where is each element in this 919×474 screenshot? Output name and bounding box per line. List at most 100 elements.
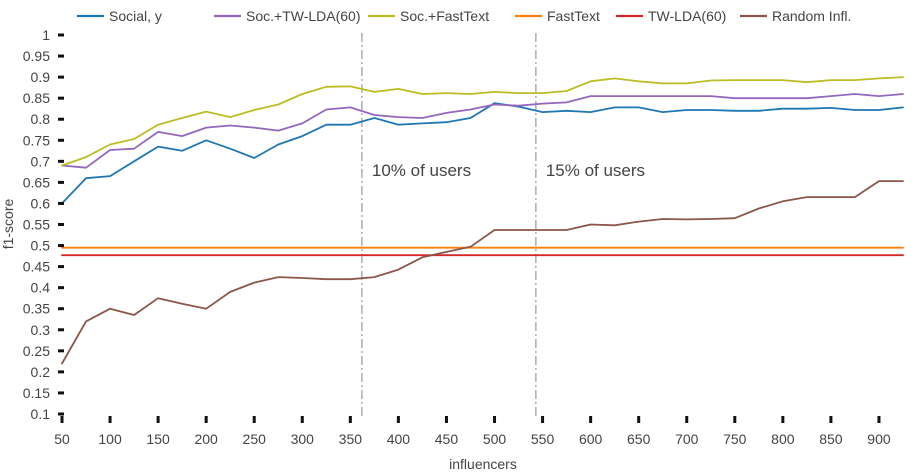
- x-tick-label: 350: [339, 431, 363, 447]
- y-tick-mark: [58, 117, 64, 121]
- y-tick-mark: [58, 244, 64, 248]
- y-tick-label: 0.15: [23, 385, 50, 401]
- legend: Social, y Soc.+TW-LDA(60) Soc.+FastText Fas…: [77, 8, 851, 24]
- legend-item-fasttext: FastText: [515, 8, 600, 24]
- x-tick-label: 900: [867, 431, 891, 447]
- x-tick-mark: [637, 416, 641, 423]
- x-tick-mark: [541, 416, 545, 423]
- x-tick-mark: [300, 416, 304, 423]
- x-tick-label: 850: [819, 431, 843, 447]
- x-tick-mark: [396, 416, 400, 423]
- x-tick-mark: [685, 416, 689, 423]
- y-tick-mark: [58, 33, 64, 37]
- y-tick-mark: [58, 180, 64, 184]
- x-tick-mark: [252, 416, 256, 423]
- y-tick-label: 0.35: [23, 301, 50, 317]
- y-tick-mark: [58, 370, 64, 374]
- legend-label: Soc.+TW-LDA(60): [246, 8, 361, 24]
- y-tick-label: 0.25: [23, 343, 50, 359]
- annotations: 10% of users 15% of users: [361, 33, 645, 416]
- x-axis-title: influencers: [449, 456, 517, 472]
- legend-label: Social, y: [109, 8, 162, 24]
- y-tick-mark: [58, 307, 64, 311]
- y-tick-mark: [58, 349, 64, 353]
- y-tick-mark: [58, 54, 64, 58]
- legend-label: FastText: [547, 8, 600, 24]
- x-tick-label: 450: [435, 431, 459, 447]
- x-tick-label: 200: [194, 431, 218, 447]
- annotation-label-2: 15% of users: [546, 161, 645, 180]
- x-tick-mark: [493, 416, 497, 423]
- y-tick-mark: [58, 265, 64, 269]
- legend-label: TW-LDA(60): [648, 8, 726, 24]
- x-tick-label: 50: [54, 431, 70, 447]
- x-tick-label: 500: [483, 431, 507, 447]
- legend-label: Random Infl.: [772, 8, 851, 24]
- y-tick-mark: [58, 96, 64, 100]
- series-line-soc-tw-lda-60: [61, 93, 904, 169]
- x-tick-mark: [156, 416, 160, 423]
- x-tick-label: 300: [291, 431, 315, 447]
- x-tick-label: 550: [531, 431, 555, 447]
- y-tick-mark: [58, 328, 64, 332]
- series-line-random-infl: [61, 180, 904, 365]
- y-tick-label: 0.4: [31, 280, 51, 296]
- x-tick-label: 100: [98, 431, 122, 447]
- x-tick-label: 150: [146, 431, 170, 447]
- y-tick-mark: [58, 412, 64, 416]
- series-layer: [61, 76, 904, 365]
- y-tick-label: 0.8: [31, 111, 51, 127]
- x-axis: 50 100 150 200 250 300 350 400 450 500 550 600 650 70…: [54, 416, 891, 447]
- legend-item-soc-tw-lda-60: Soc.+TW-LDA(60): [214, 8, 361, 24]
- y-tick-label: 0.55: [23, 217, 50, 233]
- y-axis-title: f1-score: [0, 199, 16, 250]
- legend-item-random-infl: Random Infl.: [740, 8, 851, 24]
- y-tick-mark: [58, 223, 64, 226]
- annotation-label-1: 10% of users: [372, 161, 471, 180]
- y-axis: 0.1 0.15 0.2 0.25 0.3 0.35 0.4 0.45 0.5 0.55 0.6 0.…: [23, 27, 64, 422]
- legend-item-soc-fasttext: Soc.+FastText: [368, 8, 489, 24]
- x-tick-label: 700: [675, 431, 699, 447]
- y-tick-label: 0.95: [23, 48, 50, 64]
- x-tick-label: 600: [579, 431, 603, 447]
- x-tick-mark: [348, 416, 352, 423]
- legend-label: Soc.+FastText: [400, 8, 489, 24]
- x-tick-mark: [108, 416, 112, 423]
- series-line-social-y: [61, 102, 904, 205]
- x-tick-label: 650: [627, 431, 651, 447]
- x-tick-label: 750: [723, 431, 747, 447]
- y-tick-label: 0.9: [31, 69, 51, 85]
- y-tick-label: 0.6: [31, 195, 51, 211]
- x-tick-mark: [60, 416, 64, 423]
- y-tick-mark: [58, 75, 64, 79]
- x-tick-label: 250: [243, 431, 267, 447]
- y-tick-mark: [58, 138, 64, 142]
- y-tick-label: 0.5: [31, 238, 51, 254]
- x-tick-mark: [877, 416, 881, 423]
- y-tick-label: 0.3: [31, 322, 51, 338]
- y-tick-mark: [58, 159, 64, 163]
- x-tick-mark: [204, 416, 208, 423]
- legend-item-tw-lda-60: TW-LDA(60): [616, 8, 726, 24]
- legend-item-social-y: Social, y: [77, 8, 162, 24]
- x-tick-mark: [444, 416, 448, 423]
- x-tick-mark: [733, 416, 737, 423]
- x-tick-label: 400: [387, 431, 411, 447]
- x-tick-mark: [781, 416, 785, 423]
- y-tick-label: 0.1: [31, 406, 51, 422]
- x-tick-mark: [589, 416, 593, 423]
- y-tick-label: 0.45: [23, 259, 50, 275]
- x-tick-mark: [829, 416, 833, 423]
- y-tick-mark: [58, 286, 64, 290]
- y-tick-label: 0.85: [23, 90, 50, 106]
- y-tick-mark: [58, 391, 64, 395]
- y-tick-label: 0.2: [31, 364, 51, 380]
- y-tick-label: 0.65: [23, 174, 50, 190]
- y-tick-label: 1: [42, 27, 50, 43]
- y-tick-label: 0.7: [31, 153, 51, 169]
- series-line-soc-fasttext: [61, 76, 904, 167]
- x-tick-label: 800: [771, 431, 795, 447]
- y-tick-label: 0.75: [23, 132, 50, 148]
- y-tick-mark: [58, 201, 64, 205]
